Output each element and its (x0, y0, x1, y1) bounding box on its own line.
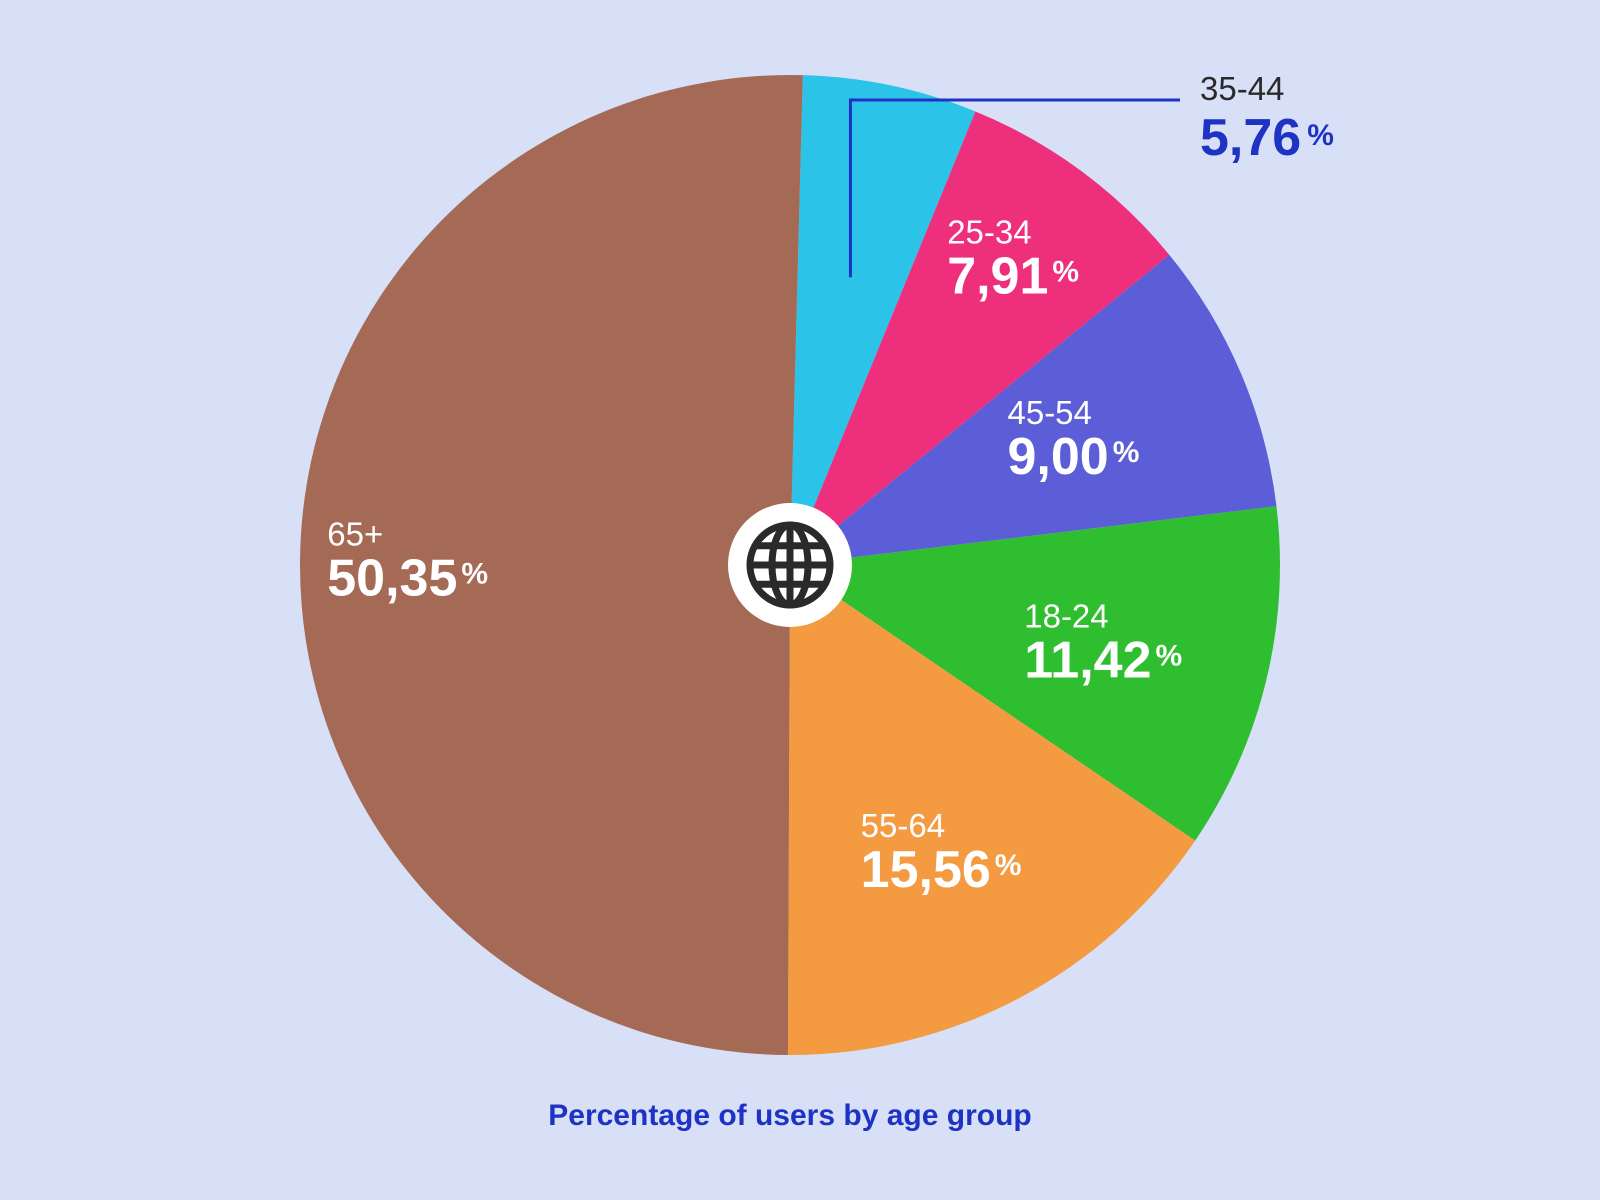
slice-label-age-45-54: 45-54 (1007, 394, 1091, 431)
slice-label-age-65-plus: 65+ (327, 516, 383, 553)
slice-label-age-25-34: 25-34 (947, 214, 1031, 251)
slice-label-age-35-44: 35-44 (1200, 70, 1284, 107)
pie-chart-svg: 35-445,76%25-347,91%45-549,00%18-2411,42… (0, 0, 1600, 1200)
globe-icon (750, 525, 830, 605)
center-badge (728, 503, 852, 627)
slice-label-age-55-64: 55-64 (861, 807, 945, 844)
chart-caption: Percentage of users by age group (548, 1099, 1031, 1132)
slice-label-age-18-24: 18-24 (1024, 597, 1108, 634)
pie-chart-container: 35-445,76%25-347,91%45-549,00%18-2411,42… (0, 0, 1600, 1200)
